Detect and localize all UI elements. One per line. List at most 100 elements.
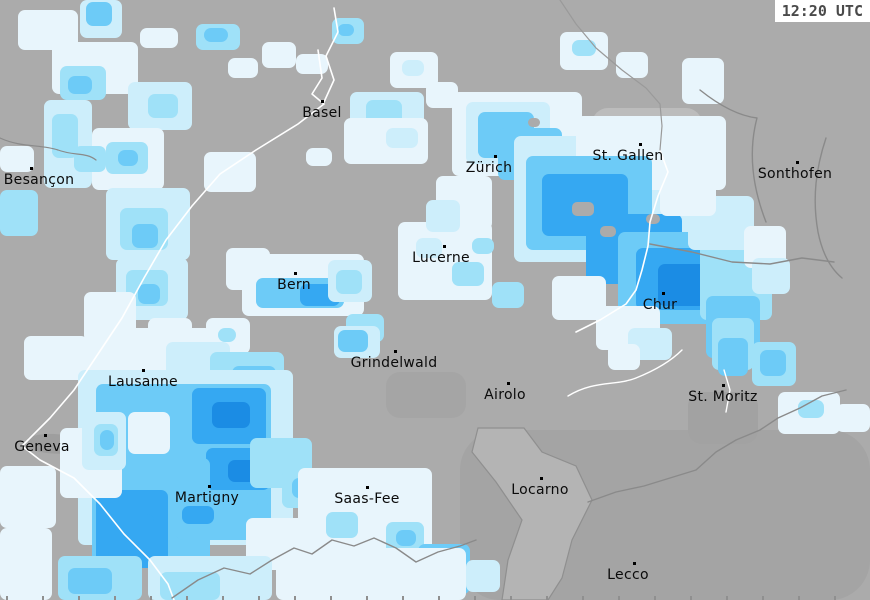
legend-tick (438, 596, 440, 600)
terrain-patch (386, 372, 466, 418)
precip-cell (138, 284, 160, 304)
city-marker (321, 100, 324, 103)
precip-cell (204, 28, 228, 42)
precip-cell (148, 94, 178, 118)
legend-tick (222, 596, 224, 600)
precip-cell (212, 402, 250, 428)
precip-cell (0, 466, 56, 528)
precip-cell (386, 128, 418, 148)
legend-tick (546, 596, 548, 600)
city-label: Basel (302, 105, 342, 121)
precip-cell (228, 58, 258, 78)
city-marker (142, 369, 145, 372)
precip-cell (86, 2, 112, 26)
terrain-shape (471, 427, 593, 600)
city-label: Geneva (14, 439, 70, 455)
legend-tick (114, 596, 116, 600)
city-label: Lecco (607, 567, 649, 583)
city-marker (662, 292, 665, 295)
precip-cell (108, 514, 154, 558)
border-line (323, 7, 339, 103)
precip-cell (660, 172, 716, 216)
legend-tick (510, 596, 512, 600)
border-line (21, 49, 325, 600)
city-marker (30, 167, 33, 170)
city-marker (540, 477, 543, 480)
border-line (0, 137, 97, 161)
precip-cell (132, 224, 158, 248)
precip-cell (836, 404, 870, 432)
precip-cell (760, 350, 786, 376)
precip-cell (24, 336, 88, 380)
legend-tick (78, 596, 80, 600)
legend-tick (798, 596, 800, 600)
city-marker (394, 350, 397, 353)
legend-tick (582, 596, 584, 600)
city-label: Chur (642, 297, 678, 313)
border-line (575, 149, 669, 333)
precip-cell (306, 148, 332, 166)
timestamp-badge: 12:20 UTC (774, 0, 870, 22)
precip-cell (682, 58, 724, 104)
precip-cell (472, 238, 494, 254)
precip-cell (416, 238, 442, 258)
precip-cell (466, 560, 500, 592)
precip-cell (262, 42, 296, 68)
city-label: Lausanne (108, 374, 178, 390)
precip-cell (798, 400, 824, 418)
precip-cell (0, 146, 34, 172)
precip-cell (204, 152, 256, 192)
precip-cell (140, 28, 178, 48)
precip-cell (452, 262, 484, 286)
precip-cell (426, 200, 460, 232)
precip-cell (658, 264, 706, 306)
border-line (723, 369, 731, 413)
terrain-gap (600, 226, 616, 237)
legend-tick (330, 596, 332, 600)
city-marker (494, 155, 497, 158)
city-marker (294, 272, 297, 275)
legend-tick (726, 596, 728, 600)
precip-cell (68, 568, 112, 594)
city-label: Bern (277, 277, 311, 293)
city-label: Saas-Fee (334, 491, 400, 507)
precip-cell (218, 328, 236, 342)
city-marker (44, 434, 47, 437)
precip-cell (402, 60, 424, 76)
border-line (171, 537, 477, 599)
legend-tick (762, 596, 764, 600)
precip-cell (552, 276, 606, 320)
precip-cell (572, 40, 596, 56)
city-label: Locarno (511, 482, 569, 498)
terrain-gap (528, 118, 540, 127)
city-label: Sonthofen (757, 166, 833, 182)
precip-cell (276, 548, 466, 600)
city-marker (796, 161, 799, 164)
legend-tick (654, 596, 656, 600)
city-marker (639, 143, 642, 146)
city-label: Grindelwald (350, 355, 438, 371)
city-marker (208, 485, 211, 488)
precip-cell (0, 528, 52, 600)
precip-cell (128, 412, 170, 454)
city-marker (507, 382, 510, 385)
city-marker (366, 486, 369, 489)
legend-tick (618, 596, 620, 600)
city-label: Lucerne (412, 250, 470, 266)
terrain-gap (646, 214, 660, 224)
city-label: St. Gallen (592, 148, 664, 164)
city-marker (443, 245, 446, 248)
city-label: Zürich (465, 160, 513, 176)
border-line (814, 137, 843, 279)
precip-cell (338, 24, 354, 36)
legend-tick (474, 596, 476, 600)
precip-cell (616, 52, 648, 78)
precip-cell (398, 222, 492, 300)
precip-cell (118, 150, 138, 166)
